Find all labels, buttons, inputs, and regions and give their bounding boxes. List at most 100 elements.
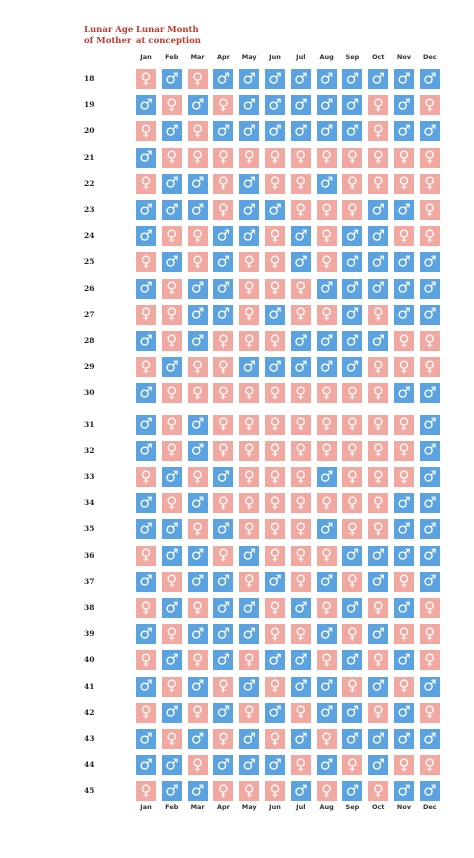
boy-cell: ♂ [265, 650, 285, 671]
girl-cell: ♀ [342, 440, 363, 461]
boy-cell: ♂ [213, 598, 234, 618]
boy-cell: ♂ [161, 252, 182, 273]
girl-cell: ♀ [316, 226, 337, 247]
age-label: 37 [84, 576, 95, 586]
boy-cell: ♂ [161, 357, 182, 378]
male-symbol-icon: ♂ [319, 278, 334, 297]
boy-cell: ♂ [316, 173, 337, 194]
girl-cell: ♀ [419, 702, 440, 723]
girl-cell: ♀ [290, 493, 311, 514]
female-symbol-icon: ♀ [166, 571, 178, 590]
girl-cell: ♀ [239, 331, 260, 351]
girl-cell: ♀ [213, 357, 234, 378]
boy-cell: ♂ [316, 519, 337, 540]
female-symbol-icon: ♀ [166, 383, 178, 402]
male-symbol-icon: ♂ [423, 519, 437, 538]
male-symbol-icon: ♂ [190, 571, 205, 590]
girl-cell: ♀ [239, 519, 260, 540]
female-symbol-icon: ♀ [217, 95, 229, 114]
girl-cell: ♀ [342, 200, 363, 220]
girl-cell: ♀ [316, 252, 337, 273]
male-symbol-icon: ♂ [190, 545, 205, 564]
male-symbol-icon: ♂ [268, 200, 282, 218]
female-symbol-icon: ♀ [424, 95, 436, 114]
male-symbol-icon: ♂ [216, 702, 231, 721]
female-symbol-icon: ♀ [398, 147, 410, 166]
boy-cell: ♂ [239, 121, 260, 142]
boy-cell: ♂ [342, 121, 363, 142]
female-symbol-icon: ♀ [346, 440, 358, 459]
girl-cell: ♀ [213, 383, 234, 404]
female-symbol-icon: ♀ [217, 545, 229, 564]
girl-cell: ♀ [136, 545, 156, 566]
girl-cell: ♀ [368, 650, 389, 671]
female-symbol-icon: ♀ [217, 729, 229, 747]
female-symbol-icon: ♀ [269, 519, 281, 538]
male-symbol-icon: ♂ [371, 624, 385, 643]
boy-cell: ♂ [213, 304, 234, 325]
month-column-title: Lunar Month at conception [136, 25, 201, 47]
male-symbol-icon: ♂ [165, 200, 179, 218]
male-symbol-icon: ♂ [139, 519, 153, 538]
male-symbol-icon: ♂ [165, 781, 179, 800]
girl-cell: ♀ [265, 173, 285, 194]
female-symbol-icon: ♀ [269, 729, 281, 747]
female-symbol-icon: ♀ [243, 304, 255, 323]
month-label-jul: Jul [296, 53, 306, 61]
female-symbol-icon: ♀ [269, 173, 281, 192]
boy-cell: ♂ [368, 226, 389, 247]
boy-cell: ♂ [187, 200, 208, 220]
month-title-line-1: Lunar Month [136, 25, 199, 35]
girl-cell: ♀ [136, 702, 156, 723]
month-label-nov: Nov [396, 53, 412, 61]
female-symbol-icon: ♀ [321, 226, 333, 245]
male-symbol-icon: ♂ [165, 69, 179, 87]
girl-cell: ♀ [265, 252, 285, 273]
age-label: 35 [84, 524, 95, 534]
female-symbol-icon: ♀ [372, 519, 384, 538]
male-symbol-icon: ♂ [423, 69, 437, 87]
girl-cell: ♀ [213, 781, 234, 802]
boy-cell: ♂ [213, 252, 234, 273]
age-label: 30 [84, 388, 95, 398]
girl-cell: ♀ [187, 69, 208, 89]
girl-cell: ♀ [187, 467, 208, 487]
female-symbol-icon: ♀ [217, 383, 229, 402]
boy-cell: ♂ [419, 676, 440, 697]
female-symbol-icon: ♀ [269, 676, 281, 695]
male-symbol-icon: ♂ [294, 252, 308, 271]
month-label-may: May [241, 803, 257, 811]
male-symbol-icon: ♂ [165, 467, 179, 485]
male-symbol-icon: ♂ [319, 624, 334, 643]
male-symbol-icon: ♂ [139, 624, 153, 643]
girl-cell: ♀ [187, 650, 208, 671]
boy-cell: ♂ [239, 598, 260, 618]
female-symbol-icon: ♀ [321, 252, 333, 271]
girl-cell: ♀ [136, 69, 156, 89]
girl-cell: ♀ [394, 755, 414, 776]
female-symbol-icon: ♀ [372, 173, 384, 192]
female-symbol-icon: ♀ [321, 781, 333, 800]
girl-cell: ♀ [161, 624, 182, 645]
male-symbol-icon: ♂ [139, 383, 153, 402]
girl-cell: ♀ [342, 624, 363, 645]
female-symbol-icon: ♀ [217, 200, 229, 218]
male-symbol-icon: ♂ [268, 357, 282, 376]
girl-cell: ♀ [239, 467, 260, 487]
girl-cell: ♀ [342, 493, 363, 514]
girl-cell: ♀ [290, 278, 311, 299]
boy-cell: ♂ [394, 121, 414, 142]
girl-cell: ♀ [213, 95, 234, 116]
female-symbol-icon: ♀ [192, 69, 204, 87]
girl-cell: ♀ [136, 781, 156, 802]
boy-cell: ♂ [290, 252, 311, 273]
girl-cell: ♀ [161, 383, 182, 404]
female-symbol-icon: ♀ [346, 383, 358, 402]
female-symbol-icon: ♀ [269, 331, 281, 349]
girl-cell: ♀ [342, 571, 363, 592]
boy-cell: ♂ [161, 755, 182, 776]
boy-cell: ♂ [316, 755, 337, 776]
male-symbol-icon: ♂ [345, 226, 360, 245]
female-symbol-icon: ♀ [243, 781, 255, 800]
girl-cell: ♀ [368, 121, 389, 142]
